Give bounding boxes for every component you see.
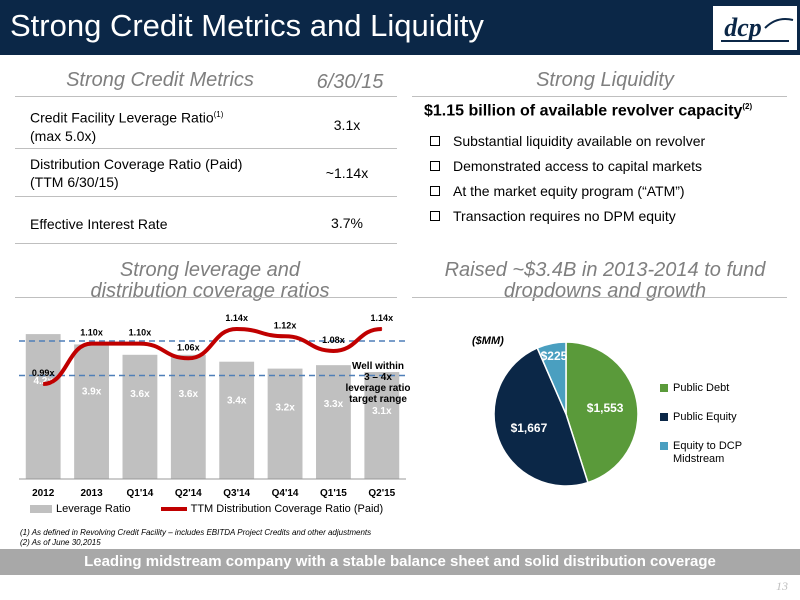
bar-2012 bbox=[25, 334, 61, 479]
checkbox-bullet-icon bbox=[430, 210, 440, 221]
coverage-point-Q3'14 bbox=[236, 328, 238, 330]
list-item: Demonstrated access to capital markets bbox=[430, 153, 705, 178]
leverage-coverage-chart: 4.2x 2012 3.9x 2013 3.6x Q1'14 3.6x Q2'14 3.4x Q3… bbox=[19, 313, 410, 499]
legend-swatch-coverage bbox=[160, 507, 187, 511]
bar-label-Q2'14: 3.6x bbox=[179, 389, 199, 400]
bar-label-2013: 3.9x bbox=[82, 386, 102, 397]
target-range-annotation: Well within 3 – 4x leverage ratio target ra… bbox=[345, 361, 410, 405]
x-tick-label-2013: 2013 bbox=[80, 488, 103, 499]
footnotes: (1) As defined in Revolving Credit Facil… bbox=[20, 528, 372, 547]
page-number: 13 bbox=[776, 579, 788, 593]
page-title: Strong Credit Metrics and Liquidity bbox=[10, 8, 484, 43]
metric-value-coverage: ~1.14x bbox=[325, 165, 369, 181]
pie-slice-1 bbox=[493, 346, 589, 487]
coverage-label-2013: 1.10x bbox=[80, 328, 103, 338]
logo-text: dcp bbox=[724, 13, 762, 42]
bar-Q2'14 bbox=[170, 354, 206, 479]
x-tick-label-Q2'15: Q2'15 bbox=[368, 488, 395, 499]
bar-Q1'14 bbox=[122, 354, 158, 479]
coverage-point-2012 bbox=[42, 383, 44, 385]
x-tick-label-Q1'15: Q1'15 bbox=[320, 488, 347, 499]
bar-Q4'14 bbox=[267, 368, 303, 479]
divider bbox=[15, 297, 397, 298]
pie-legend-equity-dcp: Equity to DCP Midstream bbox=[660, 440, 770, 466]
x-tick-label-Q2'14: Q2'14 bbox=[175, 488, 202, 499]
divider bbox=[412, 96, 787, 97]
pie-label-0: $1,553 bbox=[587, 401, 624, 415]
pie-label-2: $225 bbox=[541, 349, 568, 363]
coverage-point-Q1'15 bbox=[332, 350, 334, 352]
bar-label-Q2'15: 3.1x bbox=[372, 406, 392, 417]
bar-Q3'14 bbox=[219, 361, 255, 479]
legend-swatch bbox=[660, 442, 668, 450]
pie-unit-label: ($MM) bbox=[472, 335, 504, 347]
legend-label-leverage: Leverage Ratio bbox=[56, 503, 131, 515]
capital-raised-pie-chart: $1,553 $1,667 $225 ($MM) bbox=[472, 335, 639, 487]
bottom-banner bbox=[0, 549, 800, 575]
bar-label-Q1'15: 3.3x bbox=[324, 399, 344, 410]
divider bbox=[15, 243, 397, 244]
bar-2013 bbox=[74, 344, 109, 479]
divider bbox=[412, 297, 787, 298]
pie-slice-0 bbox=[565, 341, 639, 484]
dcp-logo: dcp bbox=[713, 6, 797, 50]
legend-swatch-leverage bbox=[30, 505, 52, 513]
coverage-point-Q2'15 bbox=[381, 328, 383, 330]
coverage-label-Q1'14: 1.10x bbox=[129, 328, 152, 338]
metric-label-leverage: Credit Facility Leverage Ratio(1) (max 5… bbox=[30, 109, 224, 144]
bar-label-Q3'14: 3.4x bbox=[227, 396, 247, 407]
metric-value-leverage: 3.1x bbox=[333, 117, 361, 133]
checkbox-bullet-icon bbox=[430, 185, 440, 196]
coverage-label-Q4'14: 1.12x bbox=[274, 320, 297, 330]
raised-capital-title: Raised ~$3.4B in 2013-2014 to fund dropdo… bbox=[444, 259, 766, 302]
checkbox-bullet-icon bbox=[430, 160, 440, 171]
pie-legend-public-debt: Public Debt bbox=[660, 382, 729, 394]
bar-label-2012: 4.2x bbox=[33, 376, 53, 387]
metric-label-interest: Effective Interest Rate bbox=[30, 216, 168, 232]
coverage-point-2013 bbox=[91, 343, 93, 345]
coverage-point-Q1'14 bbox=[139, 343, 141, 345]
pie-slice-2 bbox=[536, 341, 567, 415]
divider bbox=[15, 196, 397, 197]
metric-label-coverage: Distribution Coverage Ratio (Paid) (TTM … bbox=[30, 156, 243, 190]
divider bbox=[15, 148, 397, 149]
coverage-point-Q2'14 bbox=[187, 357, 189, 359]
list-item: Transaction requires no DPM equity bbox=[430, 203, 705, 228]
bar-Q2'15 bbox=[364, 372, 400, 479]
pie-label-1: $1,667 bbox=[511, 421, 548, 435]
pie-legend-public-equity: Public Equity bbox=[660, 411, 737, 423]
coverage-label-Q2'14: 1.06x bbox=[177, 342, 200, 352]
coverage-label-Q3'14: 1.14x bbox=[225, 313, 248, 323]
legend-swatch bbox=[660, 413, 668, 421]
list-item: Substantial liquidity available on revol… bbox=[430, 128, 705, 153]
metric-value-interest: 3.7% bbox=[331, 215, 363, 231]
chart-legend: Leverage Ratio TTM Distribution Coverage… bbox=[30, 503, 383, 515]
divider bbox=[15, 96, 397, 97]
x-tick-label-Q4'14: Q4'14 bbox=[272, 488, 299, 499]
bottom-banner-text: Leading midstream company with a stable … bbox=[84, 553, 716, 570]
coverage-label-2012: 0.99x bbox=[32, 368, 55, 378]
bar-label-Q1'14: 3.6x bbox=[130, 389, 150, 400]
header-bar bbox=[0, 0, 800, 55]
coverage-label-Q1'15: 1.08x bbox=[322, 335, 345, 345]
liquidity-bullets: Substantial liquidity available on revol… bbox=[430, 128, 705, 228]
coverage-label-Q2'15: 1.14x bbox=[371, 313, 394, 323]
leverage-chart-title: Strong leverage and distribution coverage… bbox=[90, 259, 330, 302]
x-tick-label-Q1'14: Q1'14 bbox=[127, 488, 154, 499]
legend-label-coverage: TTM Distribution Coverage Ratio (Paid) bbox=[190, 503, 384, 515]
checkbox-bullet-icon bbox=[430, 135, 440, 146]
list-item: At the market equity program (“ATM”) bbox=[430, 178, 705, 203]
credit-metrics-title: Strong Credit Metrics bbox=[66, 69, 254, 91]
x-tick-label-2012: 2012 bbox=[32, 488, 55, 499]
x-tick-label-Q3'14: Q3'14 bbox=[223, 488, 250, 499]
legend-swatch bbox=[660, 384, 668, 392]
bar-label-Q4'14: 3.2x bbox=[275, 403, 295, 414]
coverage-point-Q4'14 bbox=[284, 335, 286, 337]
revolver-capacity-headline: $1.15 billion of available revolver capa… bbox=[424, 102, 753, 120]
liquidity-title: Strong Liquidity bbox=[536, 69, 674, 91]
bar-Q1'15 bbox=[316, 365, 351, 479]
date-header: 6/30/15 bbox=[316, 71, 384, 93]
